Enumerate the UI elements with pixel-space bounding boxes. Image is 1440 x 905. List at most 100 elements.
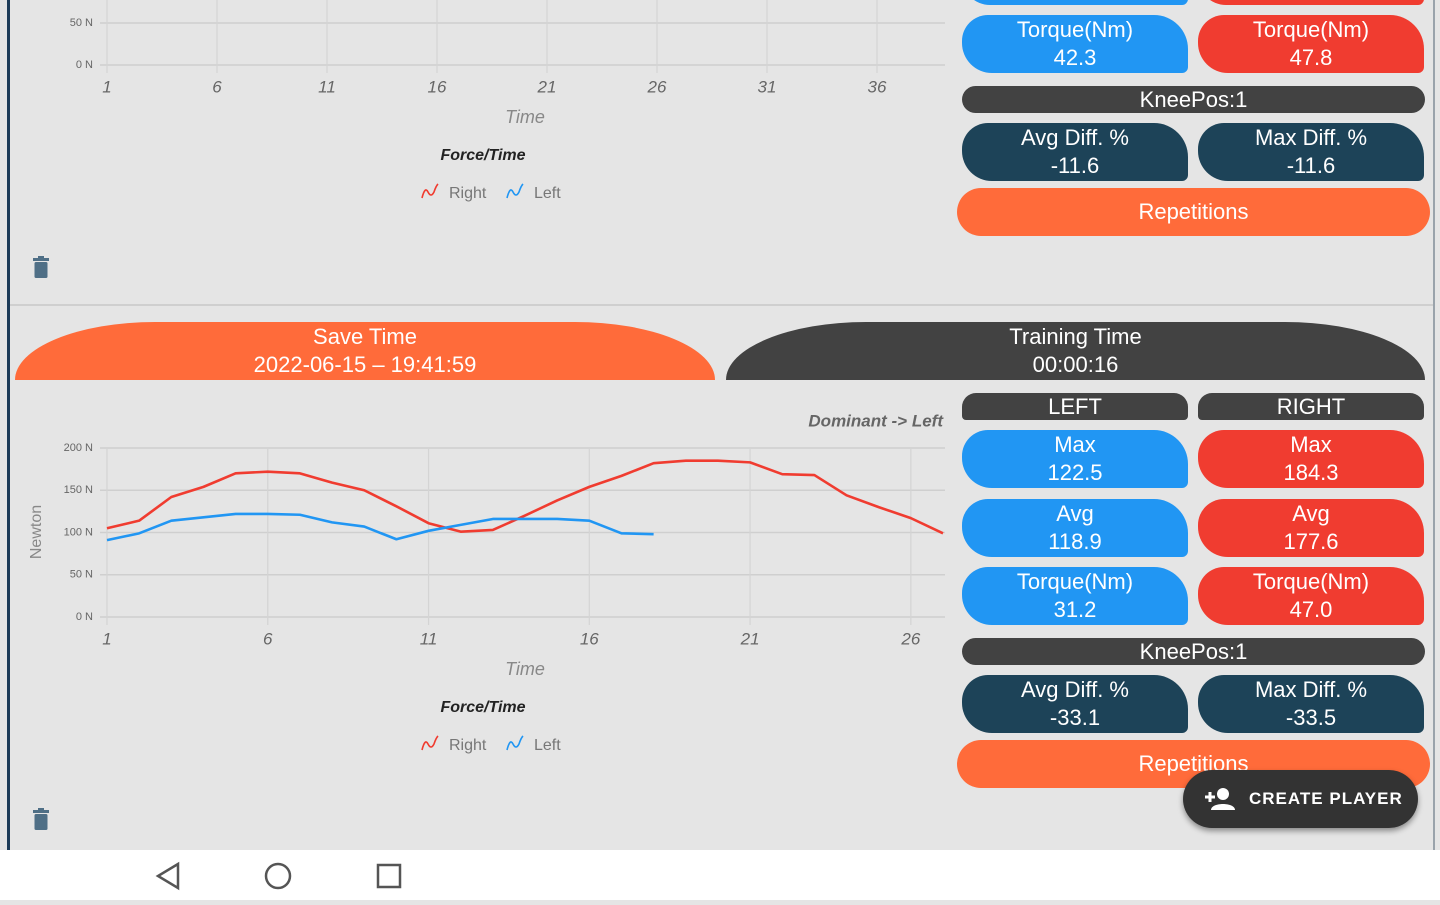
create-player-button[interactable]: CREATE PLAYER	[1183, 770, 1418, 828]
knee-position-text: KneePos:1	[1139, 638, 1248, 664]
stat-right-text: Torque(Nm)	[1252, 17, 1370, 42]
person-add-icon	[1205, 788, 1235, 810]
diff-stat-text: -33.1	[1049, 705, 1101, 730]
column-header: LEFT	[962, 393, 1188, 420]
stat-right: Torque(Nm) 47.0	[1198, 567, 1424, 625]
legend-label: Left	[534, 185, 561, 202]
x-axis-label: Time	[505, 107, 545, 127]
trash-icon	[33, 256, 49, 278]
repetitions-button[interactable]: Repetitions	[957, 188, 1430, 236]
stat-right: Max 184.3	[1198, 430, 1424, 488]
x-axis-label: Time	[505, 659, 545, 679]
data-line	[106, 512, 654, 542]
x-tick-label: 16	[428, 77, 447, 96]
delete-button[interactable]	[33, 808, 49, 830]
nav-icons	[155, 861, 402, 891]
cut-stat-left	[962, 0, 1188, 5]
stat-right-text: 47.0	[1289, 597, 1333, 622]
stat-left-text: 31.2	[1053, 597, 1097, 622]
y-tick-label: 200 N	[64, 442, 93, 454]
save-time: Save Time 2022-06-15 – 19:41:59	[15, 322, 715, 380]
x-tick-label: 11	[420, 629, 438, 648]
back-button[interactable]	[155, 861, 180, 891]
legend-icon	[506, 735, 524, 751]
x-tick-label: 11	[318, 77, 336, 96]
save-time-text: 2022-06-15 – 19:41:59	[253, 352, 477, 377]
frame-right	[1433, 0, 1435, 850]
stat-left-text: Torque(Nm)	[1016, 569, 1134, 594]
legend-label: Right	[449, 185, 487, 202]
save-time-text: Save Time	[313, 324, 417, 349]
delete-button[interactable]	[33, 256, 49, 278]
stat-left-text: Max	[1054, 432, 1096, 457]
stat-left-text: Avg	[1056, 500, 1094, 526]
x-tick-label: 21	[740, 629, 760, 648]
data-line	[106, 459, 944, 535]
x-tick-label: 26	[900, 629, 920, 648]
stat-left: Avg 118.9	[962, 498, 1188, 557]
stat-right-text: Max	[1290, 432, 1332, 457]
diff-stat-text: Avg Diff. %	[1020, 125, 1129, 150]
stat-left-text: Torque(Nm)	[1016, 17, 1134, 42]
training-time-text: 00:00:16	[1032, 352, 1119, 377]
x-tick-label: 6	[212, 77, 222, 96]
x-tick-label: 36	[868, 77, 887, 96]
stat-right-text: Torque(Nm)	[1252, 569, 1370, 594]
knee-position: KneePos:1	[962, 86, 1425, 113]
recents-button[interactable]	[376, 863, 402, 889]
y-tick-label: 50 N	[70, 569, 93, 581]
column-header-text: RIGHT	[1276, 393, 1346, 419]
x-tick-label: 6	[263, 629, 273, 648]
x-tick-label: 31	[758, 77, 777, 96]
legend-icon	[421, 183, 439, 199]
trash-icon	[33, 808, 49, 830]
fab-label: CREATE PLAYER	[1249, 789, 1403, 808]
training-time: Training Time 00:00:16	[726, 322, 1425, 380]
diff-stat: Max Diff. % -33.5	[1198, 675, 1424, 733]
column-header: RIGHT	[1198, 393, 1424, 420]
legend-label: Left	[534, 737, 561, 754]
diff-stat-text: Max Diff. %	[1254, 677, 1368, 702]
y-tick-label: 0 N	[76, 59, 93, 71]
repetitions-button-text: Repetitions	[1138, 199, 1249, 224]
column-header-text: LEFT	[1048, 393, 1102, 419]
x-tick-label: 26	[647, 77, 667, 96]
diff-stat: Avg Diff. % -11.6	[962, 123, 1188, 181]
diff-stat-text: Avg Diff. %	[1020, 677, 1129, 702]
knee-position-text: KneePos:1	[1139, 86, 1248, 112]
cut-stat-right	[1198, 0, 1424, 5]
home-button[interactable]	[264, 862, 292, 890]
y-tick-label: 50 N	[70, 17, 93, 29]
diff-stat-text: Max Diff. %	[1254, 125, 1368, 150]
y-tick-label: 150 N	[64, 484, 93, 496]
stat-right-text: 184.3	[1283, 460, 1339, 485]
x-tick-label: 16	[580, 629, 599, 648]
x-tick-label: 1	[102, 77, 111, 96]
stat-left: Torque(Nm) 31.2	[962, 567, 1188, 625]
stat-left-text: 42.3	[1053, 45, 1097, 70]
diff-stat: Max Diff. % -11.6	[1198, 123, 1424, 181]
dominant-annotation: Dominant -> Left	[808, 411, 944, 430]
x-tick-label: 21	[537, 77, 557, 96]
stat-left: Max 122.5	[962, 430, 1188, 488]
stat-left-text: 122.5	[1047, 460, 1103, 485]
navigation-bar	[0, 850, 1440, 900]
chart-title: Force/Time	[440, 699, 525, 716]
knee-position: KneePos:1	[962, 638, 1425, 665]
diff-stat-text: -33.5	[1285, 705, 1337, 730]
frame-left	[7, 0, 10, 850]
x-tick-label: 1	[102, 629, 111, 648]
training-time-text: Training Time	[1009, 324, 1142, 349]
stat-right: Avg 177.6	[1198, 498, 1424, 557]
legend-icon	[506, 183, 524, 199]
y-tick-label: 100 N	[64, 526, 93, 538]
stat-right-text: Avg	[1292, 500, 1330, 526]
stat-right-text: 177.6	[1283, 528, 1339, 554]
stat-right-text: 47.8	[1289, 45, 1333, 70]
y-tick-label: 0 N	[76, 611, 93, 623]
y-axis-label: Newton	[28, 505, 45, 559]
stat-left-text: 118.9	[1048, 528, 1102, 554]
stat-right: Torque(Nm) 47.8	[1198, 15, 1424, 73]
legend-label: Right	[449, 737, 487, 754]
